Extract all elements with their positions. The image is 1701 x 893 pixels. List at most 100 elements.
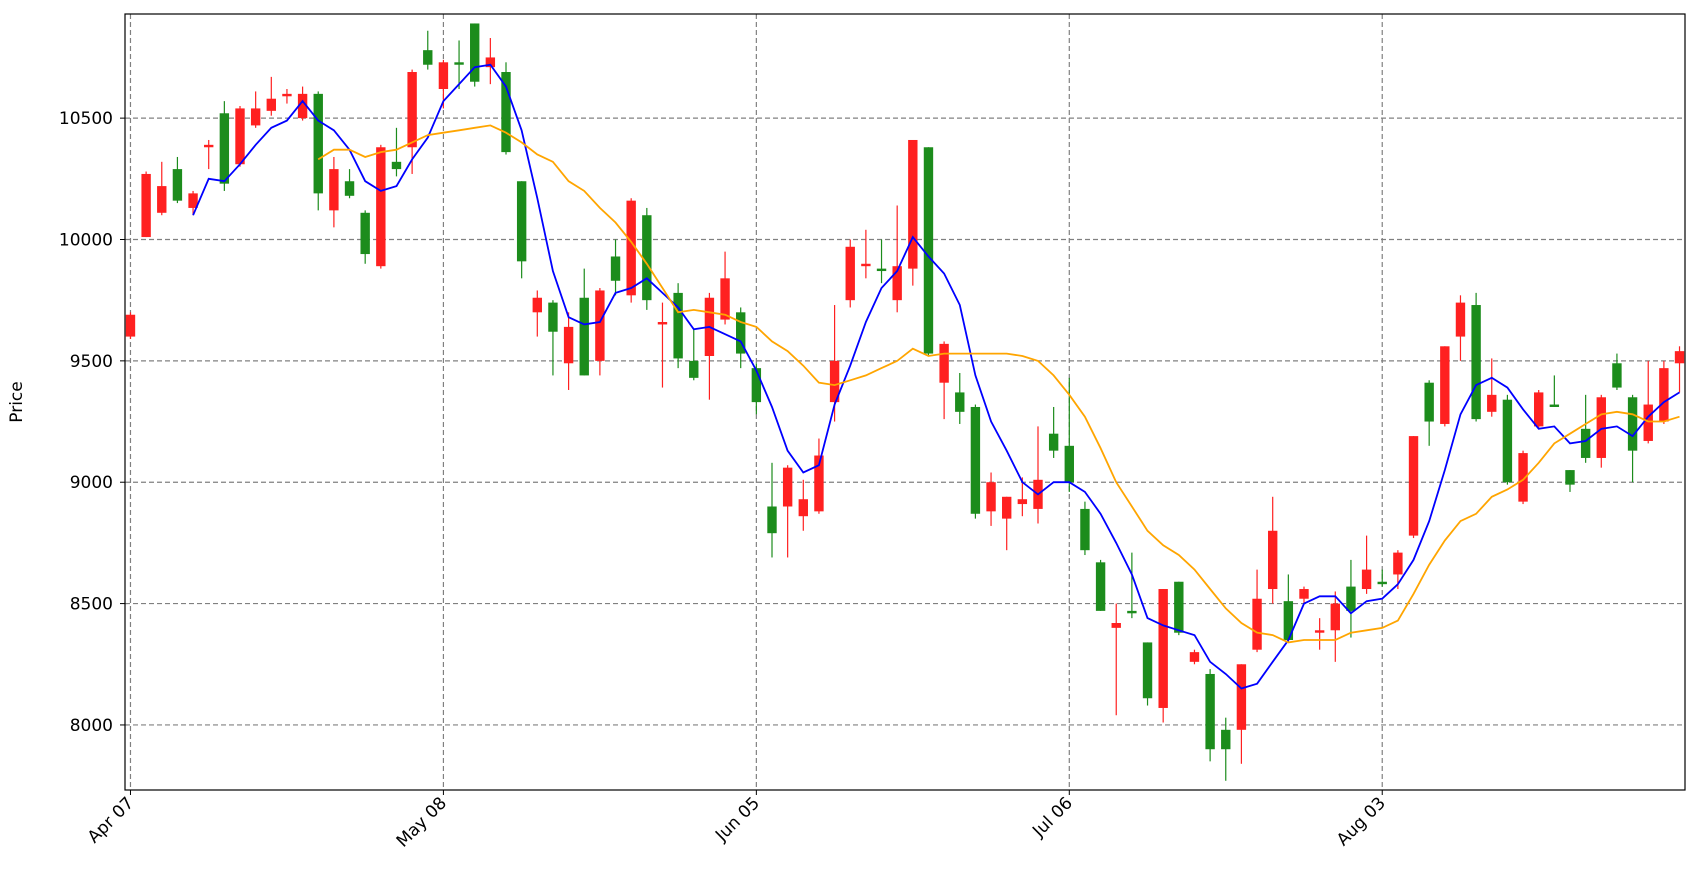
candle-body: [923, 147, 934, 354]
candle-body: [642, 215, 652, 301]
candle-body: [1549, 404, 1560, 407]
candle-body: [1455, 302, 1466, 337]
y-axis-label: Price: [7, 381, 27, 422]
candle-body: [1048, 433, 1059, 451]
candle-body: [657, 322, 668, 325]
candle-body: [986, 482, 996, 512]
moving-average-line: [192, 63, 1680, 690]
y-tick-label: 10000: [59, 230, 113, 250]
candle-body: [157, 186, 167, 213]
candle-body: [1408, 436, 1419, 536]
candle-body: [548, 302, 558, 332]
candle-body: [1174, 581, 1184, 633]
candle-body: [1299, 589, 1309, 599]
moving-average-line: [317, 124, 1680, 644]
candle-body: [1064, 445, 1074, 483]
candle-body: [798, 499, 808, 517]
candle-body: [814, 455, 824, 512]
candle-body: [1361, 569, 1372, 590]
candle-body: [1596, 397, 1606, 458]
candle-body: [563, 326, 574, 364]
candle-body: [235, 108, 245, 165]
candle-body: [892, 266, 902, 301]
candle-body: [767, 506, 777, 534]
candle-body: [1659, 368, 1669, 422]
candle-body: [845, 246, 855, 301]
x-tick-label: Jun 05: [711, 793, 764, 846]
candle-body: [1330, 603, 1340, 631]
candle-body: [955, 392, 965, 412]
candle-body: [1346, 586, 1356, 611]
candle-body: [1111, 623, 1121, 628]
candle-body: [1252, 598, 1262, 650]
y-tick-label: 8000: [70, 716, 113, 736]
candle-body: [516, 181, 527, 262]
candle-body: [720, 278, 730, 320]
candle-body: [391, 161, 402, 170]
candle-body: [1314, 630, 1325, 633]
candle-body: [250, 108, 261, 126]
candle-body: [939, 343, 949, 383]
candle-body: [423, 50, 433, 65]
candle-body: [1268, 530, 1278, 590]
candle-body: [1002, 496, 1012, 519]
candle-body: [970, 406, 981, 514]
candle-body: [172, 169, 183, 201]
candle-body: [454, 62, 464, 65]
candle-body: [1534, 392, 1544, 427]
candle-body: [1080, 508, 1090, 551]
candle-body: [782, 467, 793, 507]
candle-body: [1377, 581, 1387, 585]
candle-body: [1502, 399, 1513, 483]
candle-body: [1612, 363, 1622, 388]
candle-body: [1674, 351, 1685, 364]
candle-body: [141, 173, 151, 238]
candle-body: [1189, 652, 1200, 662]
candle-body: [861, 263, 871, 267]
candle-body: [282, 93, 292, 97]
x-tick-label: Apr 07: [84, 793, 138, 847]
candle-body: [329, 169, 339, 211]
candle-body: [908, 139, 918, 269]
candle-body: [1127, 610, 1137, 614]
candle-body: [1142, 642, 1153, 699]
candle-body: [1627, 397, 1638, 451]
candle-body: [204, 144, 214, 148]
candle-body: [470, 23, 480, 82]
candle-body: [501, 72, 511, 153]
candle-body: [1236, 664, 1247, 730]
candle-body: [610, 256, 621, 281]
y-tick-label: 9000: [70, 473, 113, 493]
candle-body: [1565, 470, 1575, 485]
candle-body: [1095, 562, 1106, 611]
plot-frame: [124, 13, 1686, 791]
candle-body: [219, 113, 230, 184]
candle-body: [1471, 305, 1481, 420]
candle-body: [1221, 729, 1231, 750]
candle-body: [438, 62, 449, 90]
candle-body: [1158, 589, 1168, 708]
y-tick-label: 9500: [70, 352, 113, 372]
candle-body: [485, 57, 496, 68]
candle-body: [188, 193, 198, 208]
candle-body: [1017, 499, 1028, 505]
x-tick-label: Jul 06: [1028, 793, 1076, 841]
candle-body: [1205, 673, 1215, 750]
candle-body: [751, 368, 762, 403]
candle-body: [1424, 382, 1434, 422]
y-tick-label: 10500: [59, 109, 113, 129]
candle-body: [344, 181, 355, 196]
candle-body: [1518, 453, 1528, 502]
candle-body: [1283, 601, 1294, 640]
candle-body: [673, 292, 683, 359]
candle-body: [266, 98, 276, 111]
candle-body: [1487, 394, 1497, 412]
x-tick-label: May 08: [393, 793, 451, 851]
candle-body: [1393, 552, 1403, 575]
candle-body: [876, 268, 887, 272]
x-tick-label: Aug 03: [1333, 793, 1390, 850]
candle-body: [1643, 404, 1653, 441]
candle-body: [360, 212, 370, 255]
candle-body: [736, 312, 746, 354]
